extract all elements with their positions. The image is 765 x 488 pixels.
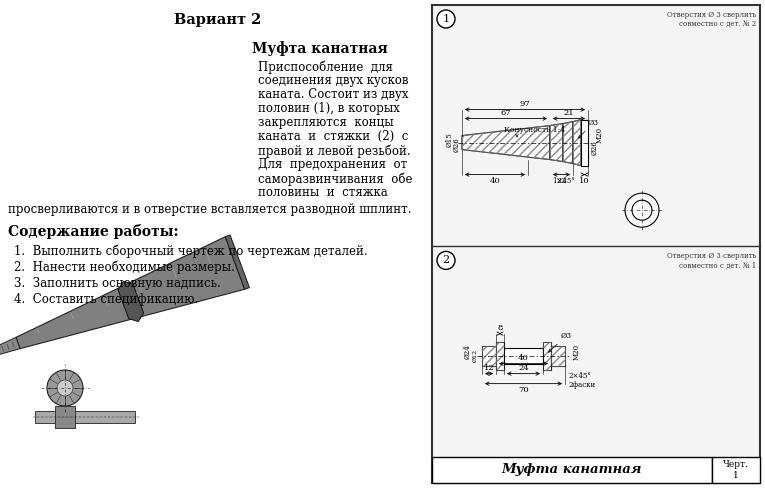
- Polygon shape: [226, 235, 249, 289]
- Text: соединения двух кусков: соединения двух кусков: [258, 74, 409, 87]
- Text: половины  и  стяжка: половины и стяжка: [258, 186, 388, 199]
- Bar: [543, 342, 551, 369]
- Text: 1.  Выполнить сборочный чертеж по чертежам деталей.: 1. Выполнить сборочный чертеж по чертежа…: [14, 245, 368, 259]
- Text: Конусность 1:4: Конусность 1:4: [504, 125, 565, 134]
- Text: Ø24: Ø24: [464, 344, 472, 359]
- Text: 2: 2: [442, 255, 450, 265]
- Text: каната  и  стяжки  (2)  с: каната и стяжки (2) с: [258, 130, 409, 143]
- Bar: [496, 342, 504, 369]
- Text: 46: 46: [518, 354, 529, 362]
- Bar: [55, 406, 75, 428]
- Bar: [504, 347, 543, 364]
- Text: Ø26: Ø26: [591, 140, 599, 155]
- Text: 12: 12: [483, 364, 494, 372]
- Polygon shape: [0, 337, 20, 362]
- Text: правой и левой резьбой.: правой и левой резьбой.: [258, 144, 411, 158]
- Bar: [551, 346, 565, 366]
- Polygon shape: [118, 281, 144, 322]
- Bar: [551, 346, 565, 366]
- Text: закрепляются  концы: закрепляются концы: [258, 116, 394, 129]
- Bar: [35, 411, 135, 423]
- Text: 1: 1: [442, 14, 450, 24]
- Text: Ø3: Ø3: [549, 332, 572, 352]
- Circle shape: [47, 370, 83, 406]
- Text: Ø12: Ø12: [473, 349, 477, 362]
- Circle shape: [625, 193, 659, 227]
- Text: 8: 8: [497, 324, 503, 332]
- Polygon shape: [462, 125, 550, 160]
- Text: 22: 22: [556, 177, 567, 184]
- Text: 10: 10: [579, 177, 590, 184]
- Text: Для  предохранения  от: Для предохранения от: [258, 158, 407, 171]
- Text: 21: 21: [564, 109, 575, 117]
- Circle shape: [437, 10, 455, 28]
- Circle shape: [632, 200, 652, 220]
- Text: 4.  Составить спецификацию.: 4. Составить спецификацию.: [14, 293, 198, 306]
- Text: Ø15: Ø15: [446, 132, 454, 147]
- Text: 70: 70: [518, 386, 529, 394]
- Text: 40: 40: [490, 177, 500, 184]
- Bar: [712, 457, 760, 483]
- Text: половин (1), в которых: половин (1), в которых: [258, 102, 400, 115]
- Text: 3.  Заполнить основную надпись.: 3. Заполнить основную надпись.: [14, 277, 221, 290]
- Text: Черт.
1: Черт. 1: [723, 460, 749, 480]
- Bar: [482, 346, 496, 366]
- Bar: [581, 120, 588, 165]
- Bar: [496, 342, 504, 369]
- Text: Приспособление  для: Приспособление для: [258, 60, 393, 74]
- Polygon shape: [550, 123, 563, 162]
- Circle shape: [57, 380, 73, 396]
- Text: Отверстия Ø 3 сверлить
совместно с дет. № 1: Отверстия Ø 3 сверлить совместно с дет. …: [667, 252, 756, 269]
- Text: 67: 67: [500, 109, 511, 117]
- Polygon shape: [16, 237, 245, 348]
- Text: Ø26: Ø26: [453, 137, 461, 152]
- Text: 2.  Нанести необходимые размеры.: 2. Нанести необходимые размеры.: [14, 261, 235, 274]
- Text: каната. Состоит из двух: каната. Состоит из двух: [258, 88, 409, 101]
- Polygon shape: [573, 120, 581, 165]
- Bar: [432, 5, 760, 483]
- Text: 24: 24: [518, 364, 529, 372]
- Text: M20: M20: [573, 344, 581, 360]
- Text: Муфта канатная: Муфта канатная: [252, 41, 388, 56]
- Bar: [432, 457, 712, 483]
- Polygon shape: [563, 122, 573, 163]
- Text: Ø3: Ø3: [578, 119, 599, 138]
- Text: Муфта канатная: Муфта канатная: [502, 464, 642, 476]
- Bar: [482, 346, 496, 366]
- Text: Вариант 2: Вариант 2: [174, 13, 262, 27]
- Text: 97: 97: [519, 100, 530, 107]
- Text: Отверстия Ø 3 сверлить
совместно с дет. № 2: Отверстия Ø 3 сверлить совместно с дет. …: [667, 11, 756, 28]
- Circle shape: [437, 251, 455, 269]
- Text: просверливаются и в отверстие вставляется разводной шплинт.: просверливаются и в отверстие вставляетс…: [8, 203, 412, 216]
- Text: Содержание работы:: Содержание работы:: [8, 224, 178, 239]
- Text: саморазвинчивания  обе: саморазвинчивания обе: [258, 172, 412, 185]
- Bar: [543, 342, 551, 369]
- Text: 1×45°: 1×45°: [552, 177, 575, 184]
- Text: M20: M20: [596, 126, 604, 142]
- Text: 2×45°
2фаски: 2×45° 2фаски: [569, 372, 596, 389]
